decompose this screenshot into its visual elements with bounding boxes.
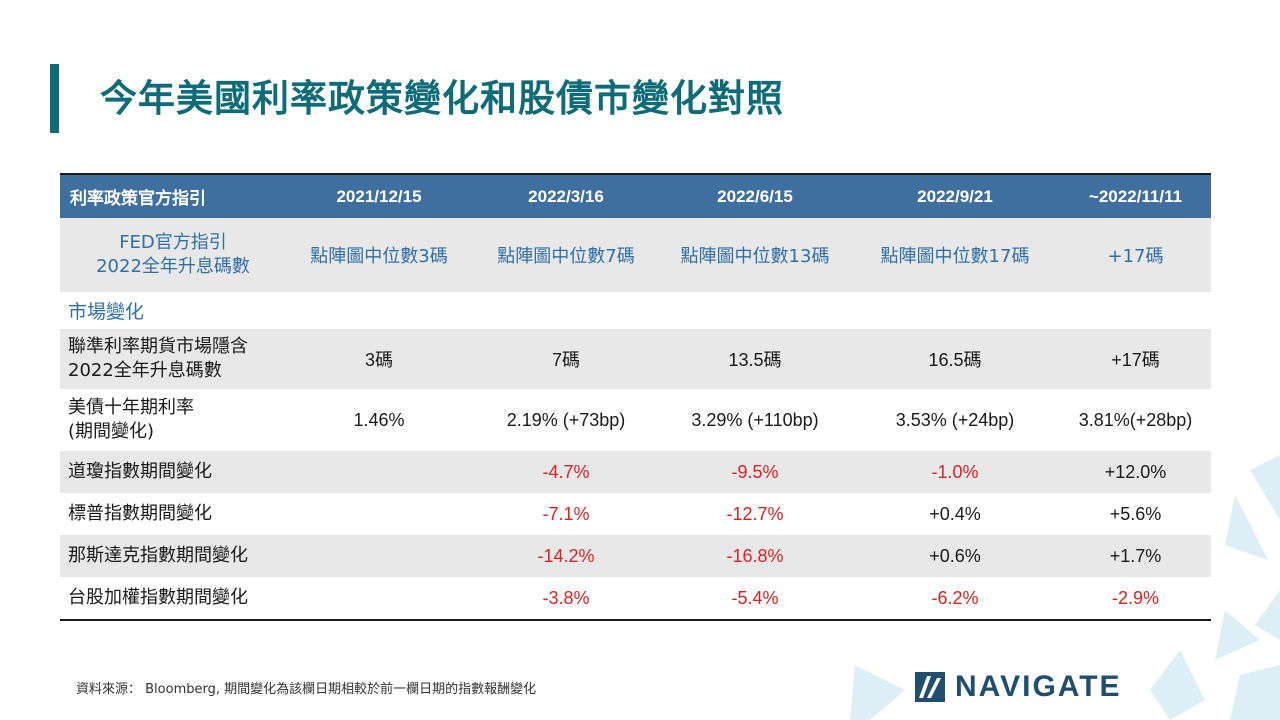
- index-label: 台股加權指數期間變化: [60, 577, 286, 621]
- header-date-1: 2021/12/15: [286, 173, 472, 218]
- index-value: +5.6%: [1109, 503, 1162, 524]
- section-label: 市場變化: [68, 301, 145, 323]
- fed-row-label: FED官方指引 2022全年升息碼數: [60, 218, 286, 292]
- comparison-table: 利率政策官方指引 2021/12/15 2022/3/16 2022/6/15 …: [60, 173, 1211, 621]
- source-footnote: 資料來源： Bloomberg, 期間變化為該欄日期相較於前一欄日期的指數報酬變…: [76, 682, 537, 697]
- index-value: [286, 451, 472, 493]
- futures-label-line2: 2022全年升息碼數: [68, 360, 222, 381]
- bond-label-line2: (期間變化): [68, 421, 155, 442]
- index-value: -7.1%: [542, 503, 590, 524]
- page-title: 今年美國利率政策變化和股債市變化對照: [100, 77, 784, 120]
- navigate-logo-icon: [915, 672, 945, 702]
- header-policy-guidance: 利率政策官方指引: [60, 173, 286, 218]
- bond-row-label: 美債十年期利率 (期間變化): [60, 389, 286, 451]
- fed-guidance-row: FED官方指引 2022全年升息碼數 點陣圖中位數3碼 點陣圖中位數7碼 點陣圖…: [60, 218, 1211, 292]
- bond-yield-row: 美債十年期利率 (期間變化) 1.46% 2.19% (+73bp) 3.29%…: [60, 389, 1211, 451]
- logo-text: NAVIGATE: [955, 670, 1122, 703]
- futures-value: +17碼: [1060, 329, 1211, 389]
- index-value: -4.7%: [472, 451, 660, 493]
- futures-label-line1: 聯準利率期貨市場隱含: [68, 336, 248, 357]
- index-value: -9.5%: [660, 451, 850, 493]
- fed-value: 點陣圖中位數17碼: [850, 218, 1060, 292]
- index-value: [286, 535, 472, 577]
- index-value: -6.2%: [850, 577, 1060, 621]
- header-date-5: ~2022/11/11: [1060, 173, 1211, 218]
- fed-value: 點陣圖中位數13碼: [660, 218, 850, 292]
- index-value: +12.0%: [1060, 451, 1211, 493]
- index-value: +0.4%: [929, 503, 981, 524]
- index-value: -16.8%: [660, 535, 850, 577]
- fed-value: 點陣圖中位數7碼: [472, 218, 660, 292]
- bond-value: 1.46%: [353, 409, 405, 430]
- index-value: -5.4%: [660, 577, 850, 621]
- bond-value: 2.19% (+73bp): [506, 409, 626, 430]
- futures-value: 7碼: [472, 329, 660, 389]
- index-value: -14.2%: [472, 535, 660, 577]
- futures-value: 3碼: [286, 329, 472, 389]
- fed-label-line2: 2022全年升息碼數: [96, 256, 250, 277]
- fed-label-line1: FED官方指引: [119, 232, 227, 253]
- bond-value: 3.81%(+28bp): [1078, 409, 1193, 430]
- header-date-3: 2022/6/15: [660, 173, 850, 218]
- title-accent-bar: [50, 64, 59, 133]
- fed-value: +17碼: [1060, 218, 1211, 292]
- futures-value: 16.5碼: [850, 329, 1060, 389]
- index-label: 道瓊指數期間變化: [60, 451, 286, 493]
- index-value: +0.6%: [850, 535, 1060, 577]
- futures-row: 聯準利率期貨市場隱含 2022全年升息碼數 3碼 7碼 13.5碼 16.5碼 …: [60, 329, 1211, 389]
- futures-row-label: 聯準利率期貨市場隱含 2022全年升息碼數: [60, 329, 286, 389]
- bond-label-line1: 美債十年期利率: [68, 397, 194, 418]
- index-row-sp: 標普指數期間變化 -7.1% -12.7% +0.4% +5.6%: [60, 493, 1211, 535]
- navigate-logo: NAVIGATE: [915, 669, 1122, 705]
- table-header-row: 利率政策官方指引 2021/12/15 2022/3/16 2022/6/15 …: [60, 173, 1211, 218]
- index-value: -12.7%: [726, 503, 784, 524]
- index-row-taiex: 台股加權指數期間變化 -3.8% -5.4% -6.2% -2.9%: [60, 577, 1211, 621]
- index-value: [286, 493, 472, 535]
- index-value: +1.7%: [1060, 535, 1211, 577]
- index-value: -3.8%: [472, 577, 660, 621]
- index-value: -2.9%: [1060, 577, 1211, 621]
- bond-value: 3.29% (+110bp): [691, 409, 819, 430]
- futures-value: 13.5碼: [660, 329, 850, 389]
- header-date-2: 2022/3/16: [472, 173, 660, 218]
- index-value: -1.0%: [850, 451, 1060, 493]
- section-row: 市場變化: [60, 292, 1211, 329]
- index-row-nasdaq: 那斯達克指數期間變化 -14.2% -16.8% +0.6% +1.7%: [60, 535, 1211, 577]
- index-label: 標普指數期間變化: [68, 503, 212, 524]
- header-date-4: 2022/9/21: [850, 173, 1060, 218]
- index-row-dow: 道瓊指數期間變化 -4.7% -9.5% -1.0% +12.0%: [60, 451, 1211, 493]
- fed-value: 點陣圖中位數3碼: [286, 218, 472, 292]
- bond-value: 3.53% (+24bp): [895, 409, 1015, 430]
- index-label: 那斯達克指數期間變化: [60, 535, 286, 577]
- index-value: [286, 577, 472, 621]
